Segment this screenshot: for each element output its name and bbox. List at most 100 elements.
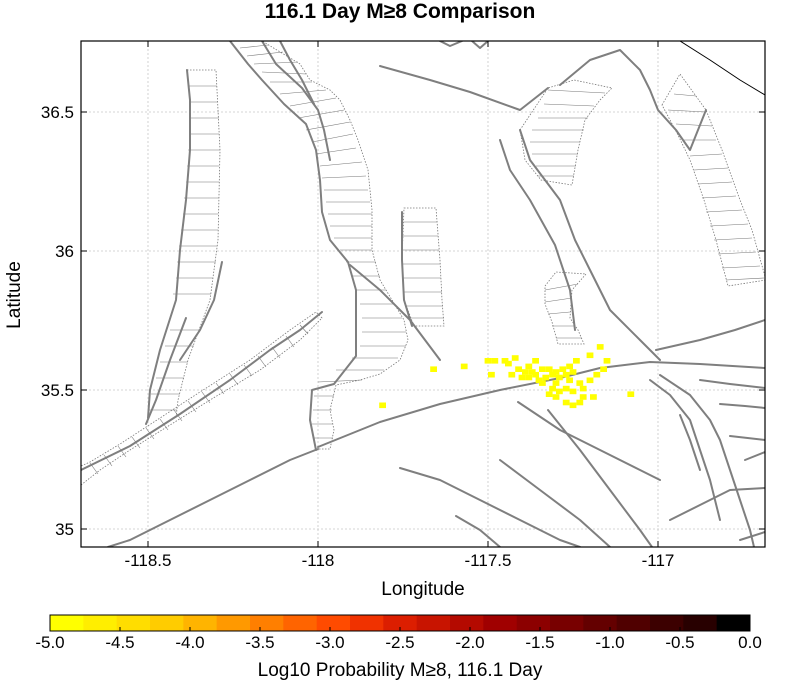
probability-cell <box>549 385 556 392</box>
probability-cell <box>593 371 601 378</box>
probability-cell <box>562 371 570 378</box>
colorbar-tick-label: -1.0 <box>595 633 624 652</box>
probability-cell <box>525 374 533 381</box>
colorbar-swatches <box>50 615 751 631</box>
probability-cell <box>603 358 611 364</box>
probability-cell <box>590 394 597 400</box>
probability-cell <box>559 366 567 372</box>
probability-cell <box>576 399 584 406</box>
probability-cell <box>484 358 492 364</box>
colorbar-tick-label: -4.0 <box>175 633 204 652</box>
colorbar-swatch <box>50 615 84 631</box>
colorbar-swatch <box>250 615 284 631</box>
probability-cell <box>569 388 577 395</box>
y-tick-label: 35.5 <box>41 381 74 400</box>
probability-cell <box>562 385 570 392</box>
probability-cell <box>573 358 580 364</box>
colorbar-tick-label: -1.5 <box>525 633 554 652</box>
colorbar-swatch <box>316 615 351 631</box>
probability-cell <box>562 399 570 406</box>
x-tick-label: -117 <box>642 551 675 570</box>
probability-cell <box>552 394 560 400</box>
probability-cell <box>525 363 533 370</box>
probability-cell <box>491 358 499 364</box>
colorbar-swatch <box>516 615 551 631</box>
fault-traces <box>81 41 765 547</box>
probability-cell <box>579 385 587 392</box>
probability-cell <box>566 377 573 384</box>
colorbar-tick-label: -2.0 <box>455 633 484 652</box>
y-axis-label: Latitude <box>4 261 25 329</box>
y-axis-ticks: 36.5 36 35.5 35 <box>41 103 765 539</box>
colorbar-swatch <box>350 615 384 631</box>
colorbar-swatch <box>683 615 718 631</box>
probability-cell <box>518 374 526 381</box>
probability-cell <box>532 358 539 364</box>
colorbar-tick-label: -2.5 <box>385 633 414 652</box>
colorbar: -5.0 -4.5 -4.0 -3.5 -3.0 -2.5 -2.0 -1.5 -1.0 -0.5… <box>35 614 762 681</box>
map-title: 116.1 Day M≥8 Comparison <box>265 0 536 23</box>
probability-cell <box>576 380 584 386</box>
colorbar-swatch <box>283 615 318 631</box>
colorbar-tick-label: -0.5 <box>665 633 694 652</box>
probability-cell <box>488 371 495 378</box>
probability-cell <box>556 374 563 381</box>
probability-cell <box>522 369 529 375</box>
probability-cell <box>460 363 468 370</box>
colorbar-swatch <box>483 615 518 631</box>
colorbar-tick-label: -3.5 <box>245 633 274 652</box>
x-tick-label: -118.5 <box>125 551 172 570</box>
probability-cell <box>569 369 577 375</box>
probability-cell <box>545 366 553 372</box>
colorbar-swatch <box>550 615 584 631</box>
probability-cell <box>586 377 594 384</box>
colorbar-swatch <box>650 615 684 631</box>
probability-cell <box>552 369 560 375</box>
graticule <box>81 41 765 547</box>
probability-cells <box>379 344 635 409</box>
x-tick-label: -118 <box>302 551 335 570</box>
colorbar-swatch <box>83 615 118 631</box>
colorbar-swatch <box>616 615 651 631</box>
colorbar-swatch <box>716 615 751 631</box>
colorbar-tick-label: -4.5 <box>105 633 134 652</box>
probability-cell <box>430 366 437 372</box>
colorbar-swatch <box>383 615 418 631</box>
probability-cell <box>542 374 550 381</box>
colorbar-tick-label: 0.0 <box>738 633 762 652</box>
colorbar-tick-label: -3.0 <box>315 633 344 652</box>
probability-cell <box>508 371 516 378</box>
probability-cell <box>539 366 546 372</box>
probability-cell <box>556 388 563 395</box>
probability-cell <box>596 344 604 350</box>
probability-cell <box>532 371 539 378</box>
colorbar-swatch <box>416 615 451 631</box>
probability-cell <box>505 360 512 367</box>
probability-cell <box>515 366 522 372</box>
probability-cell <box>627 391 635 397</box>
probability-cell <box>586 352 594 359</box>
probability-cell <box>600 366 607 372</box>
colorbar-label: Log10 Probability M≥8, 116.1 Day <box>258 660 543 681</box>
colorbar-swatch <box>150 615 184 631</box>
y-tick-label: 36 <box>55 242 74 261</box>
probability-cell <box>552 380 560 386</box>
probability-cell <box>528 369 536 375</box>
probability-cell <box>545 391 553 397</box>
y-tick-label: 35 <box>55 520 74 539</box>
colorbar-ticks: -5.0 -4.5 -4.0 -3.5 -3.0 -2.5 -2.0 -1.5 -1.0 -0.5… <box>35 627 762 652</box>
colorbar-swatch <box>450 615 484 631</box>
probability-cell <box>569 402 577 409</box>
probability-cell <box>539 380 546 386</box>
probability-cell <box>379 402 386 409</box>
probability-cell <box>511 355 519 361</box>
probability-cell <box>566 363 573 370</box>
y-tick-label: 36.5 <box>41 103 74 122</box>
colorbar-swatch <box>183 615 218 631</box>
map-plot-area <box>80 40 766 548</box>
colorbar-swatch <box>216 615 251 631</box>
probability-cell <box>579 394 587 400</box>
colorbar-swatch <box>583 615 618 631</box>
colorbar-tick-label: -5.0 <box>35 633 64 652</box>
